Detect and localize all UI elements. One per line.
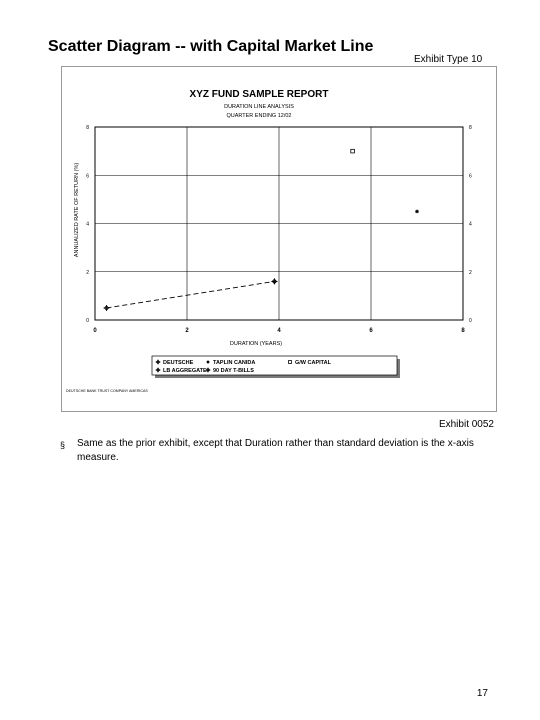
exhibit-number: Exhibit 0052 [438, 419, 494, 430]
legend-label: 90 DAY T-BILLS [213, 368, 254, 374]
legend-marker [206, 360, 210, 364]
point-g-w-capital-shape [350, 148, 355, 154]
legend-marker-shape [288, 360, 292, 364]
source-note: DEUTSCHE BANK TRUST COMPANY AMERICAS [66, 389, 148, 393]
page-number: 17 [476, 688, 488, 699]
bullet-icon: § [60, 440, 66, 450]
y-tick-label-left: 6 [86, 173, 89, 179]
chart-legend: DEUTSCHE LB AGGREGATE TAPLIN CANIDA 90 DAY … [151, 355, 400, 378]
y-tick-label-right: 6 [469, 173, 472, 179]
point-taplin-canida [415, 209, 419, 214]
y-tick-label-right: 4 [469, 222, 472, 228]
chart-subtitle-2: QUARTER ENDING 12/02 [226, 113, 291, 119]
legend-label: LB AGGREGATE [163, 368, 207, 374]
x-tick-label: 4 [277, 328, 281, 334]
y-tick-label-right: 0 [469, 318, 472, 324]
legend-marker [288, 360, 292, 364]
y-tick-label-left: 4 [86, 222, 89, 228]
legend-label: DEUTSCHE [163, 360, 194, 366]
x-tick-label: 8 [461, 328, 465, 334]
chart-subtitle-1: DURATION LINE ANALYSIS [224, 104, 294, 110]
legend-box [151, 355, 398, 376]
chart-figure-frame: XYZ FUND SAMPLE REPORT DURATION LINE ANA… [61, 66, 497, 412]
legend-marker [155, 359, 161, 365]
legend-marker-stroke [206, 360, 210, 364]
y-tick-label-right: 2 [469, 270, 472, 276]
bullet-text: Same as the prior exhibit, except that D… [77, 438, 474, 463]
x-tick-label: 2 [185, 328, 189, 334]
x-axis-label: DURATION (YEARS) [230, 341, 282, 347]
point-90-day-t-bills [103, 304, 110, 311]
chart-title: XYZ FUND SAMPLE REPORT [190, 89, 329, 100]
capital-market-line [106, 280, 275, 309]
point-taplin-canida-stroke [415, 209, 419, 214]
y-axis-label: ANNUALIZED RATE OF RETURN (%) [74, 163, 80, 257]
legend-label: TAPLIN CANIDA [213, 360, 255, 366]
legend-marker [155, 367, 161, 373]
point-lb-aggregate [271, 278, 278, 285]
exhibit-type-label: Exhibit Type 10 [414, 54, 483, 65]
y-tick-label-left: 2 [86, 270, 89, 276]
point-g-w-capital [350, 148, 355, 154]
x-tick-label: 6 [369, 328, 373, 334]
scatter-chart: XYZ FUND SAMPLE REPORT DURATION LINE ANA… [66, 89, 472, 393]
page-title: Scatter Diagram -- with Capital Market L… [48, 38, 374, 55]
y-tick-label-left: 8 [86, 125, 89, 131]
legend-marker [205, 367, 211, 373]
plot-frame [94, 126, 464, 321]
y-tick-label-right: 8 [469, 125, 472, 131]
y-tick-label-left: 0 [86, 318, 89, 324]
legend-label: G/W CAPITAL [295, 360, 332, 366]
x-tick-label: 0 [93, 328, 97, 334]
plot-area: 0 2 4 6 80 02 24 46 68 8 [86, 125, 472, 334]
